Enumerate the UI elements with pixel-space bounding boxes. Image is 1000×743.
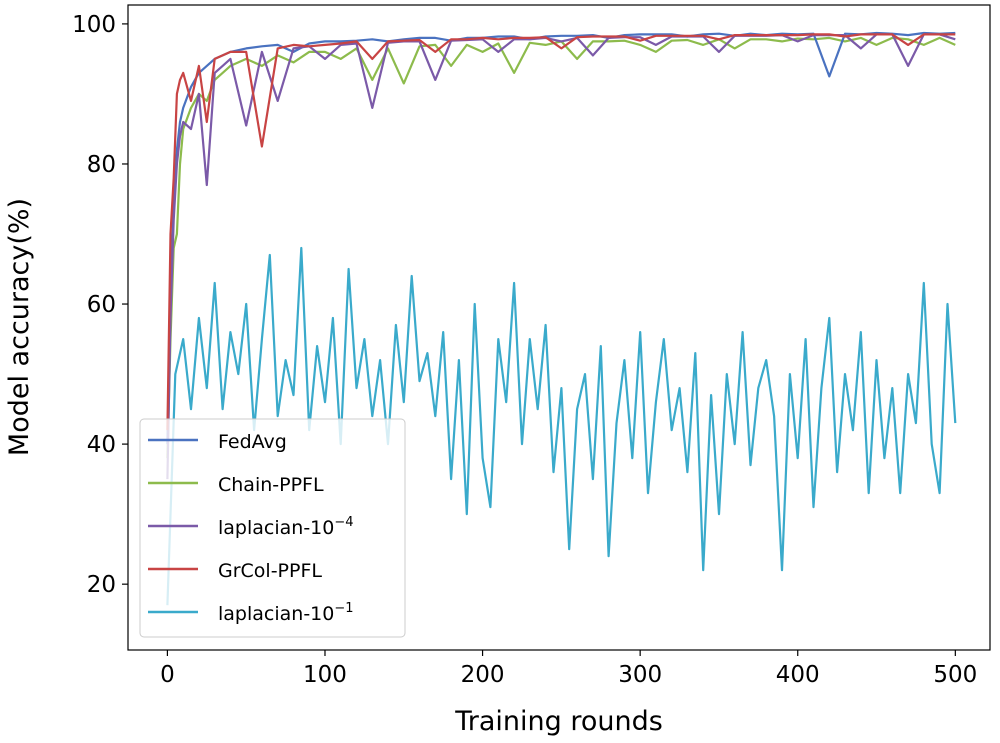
y-tick-label: 80 (87, 152, 116, 178)
x-axis-label: Training rounds (454, 706, 663, 737)
y-tick-label: 20 (87, 572, 116, 598)
legend-label: laplacian-10−4 (218, 515, 354, 539)
y-tick-label: 100 (72, 12, 116, 38)
legend-label: Chain-PPFL (218, 474, 324, 496)
series-layer (166, 31, 957, 606)
legend-item: GrCol-PPFL (148, 560, 322, 582)
x-tick-label: 400 (776, 662, 820, 688)
legend: FedAvg Chain-PPFL laplacian-10−4 GrCol-PPFL… (139, 418, 406, 638)
x-tick-label: 500 (933, 662, 977, 688)
legend-item: laplacian-10−4 (148, 515, 354, 539)
y-tick-label: 60 (87, 292, 116, 318)
x-tick-label: 200 (461, 662, 505, 688)
series-line-laplacian-10-1 (166, 246, 957, 606)
legend-item: FedAvg (148, 431, 287, 453)
legend-item: Chain-PPFL (148, 474, 324, 496)
y-tick-label: 40 (87, 432, 116, 458)
series-line-laplacian-10-4 (166, 33, 956, 480)
x-tick-label: 0 (160, 662, 175, 688)
series-line-grcol-ppfl (166, 33, 956, 431)
legend-label: GrCol-PPFL (218, 560, 322, 582)
legend-box (139, 418, 406, 638)
legend-label: laplacian-10−1 (218, 601, 354, 625)
x-tick-label: 100 (303, 662, 347, 688)
plot-frame (127, 4, 991, 651)
x-tick-label: 300 (618, 662, 662, 688)
y-axis-label: Model accuracy(%) (4, 198, 35, 456)
legend-item: laplacian-10−1 (148, 601, 354, 625)
series-line-fedavg (166, 31, 956, 445)
axes-layer: 0 100 200 300 400 500 20 40 60 80 100 (72, 12, 977, 688)
legend-label: FedAvg (218, 431, 287, 453)
